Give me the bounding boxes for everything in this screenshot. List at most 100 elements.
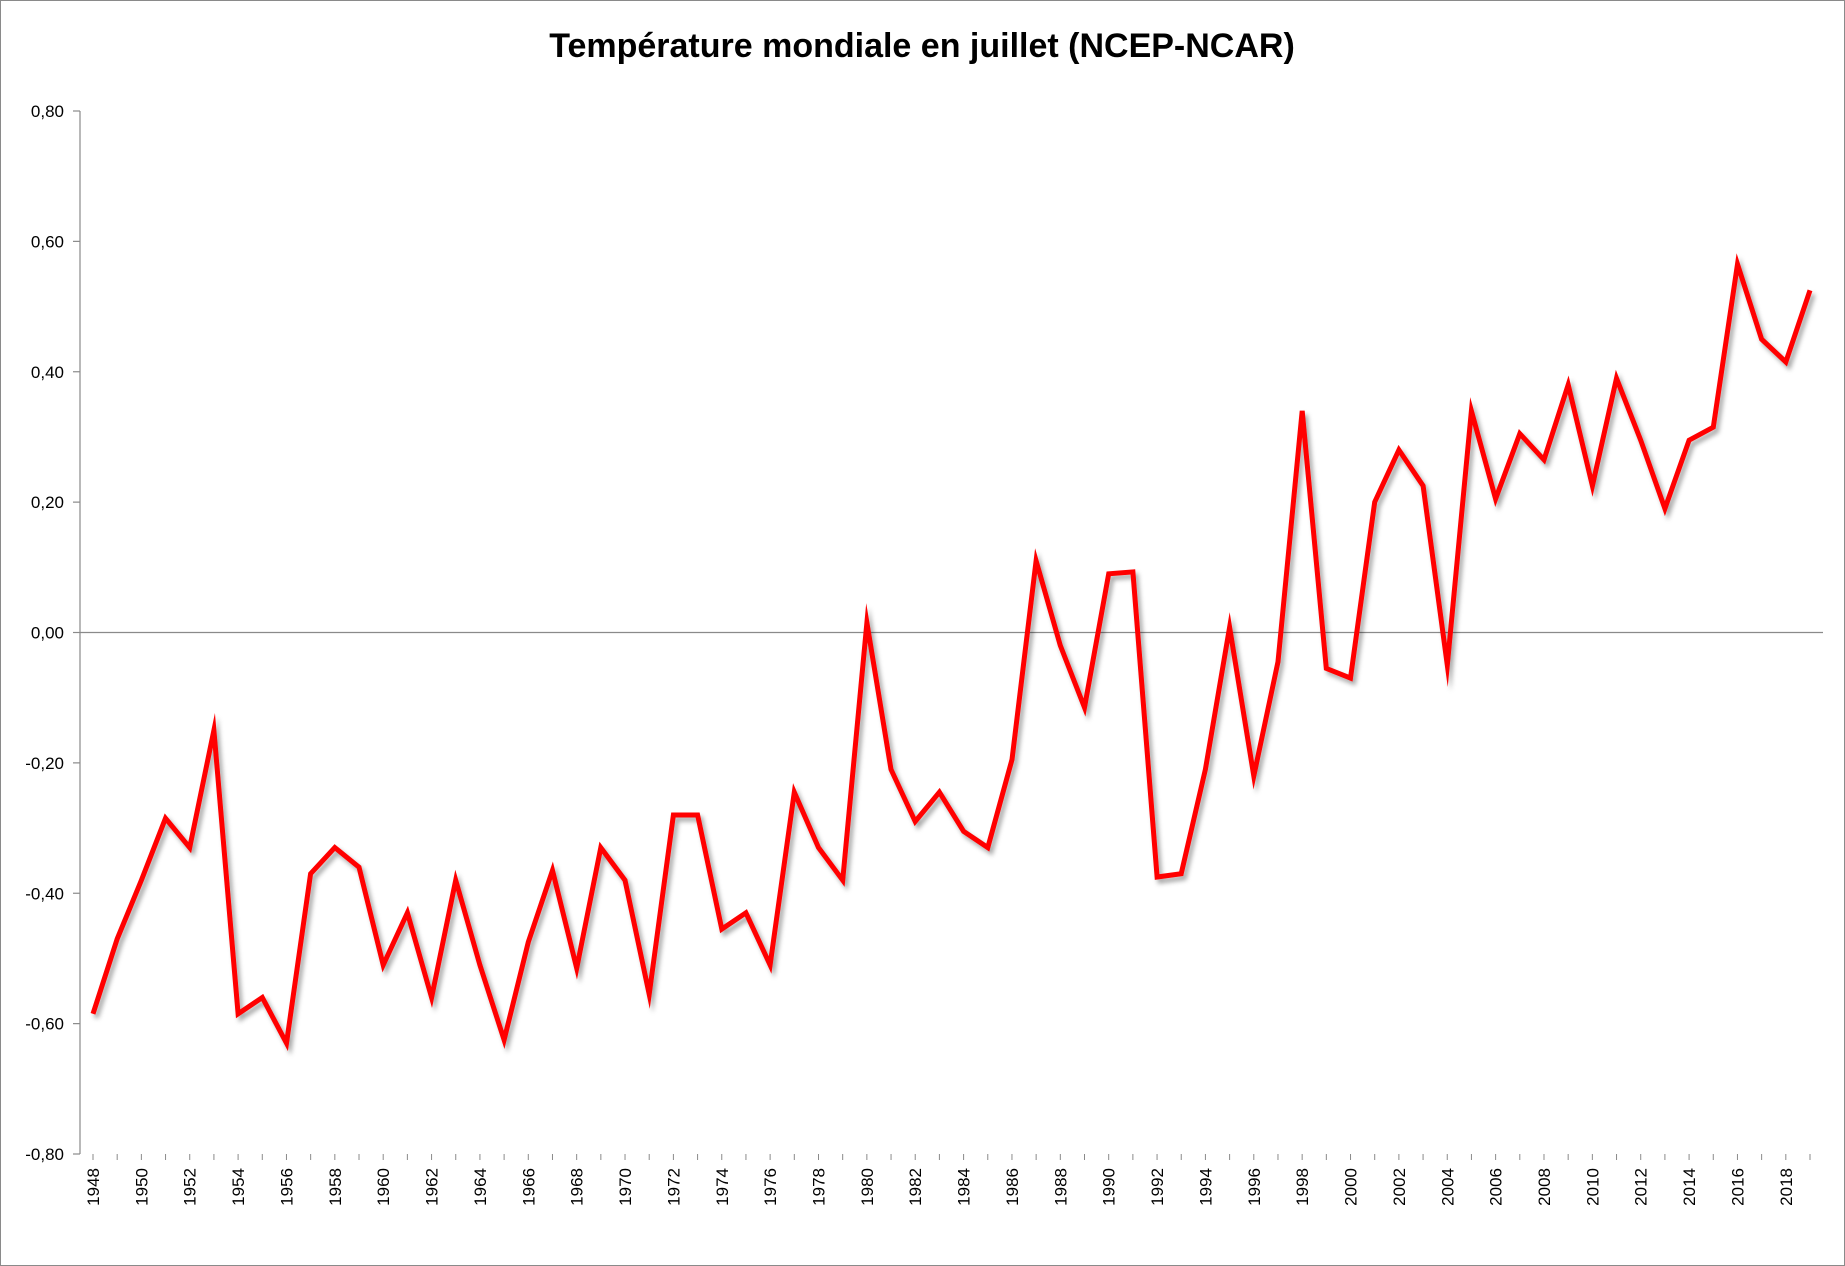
data-point-2013 bbox=[1662, 506, 1668, 512]
y-tick-label: 0,80 bbox=[31, 102, 64, 121]
x-tick-label: 1960 bbox=[374, 1168, 393, 1206]
x-tick-label: 1948 bbox=[84, 1168, 103, 1206]
x-tick-label: 1978 bbox=[809, 1168, 828, 1206]
data-point-2006 bbox=[1493, 496, 1499, 502]
data-point-1948 bbox=[90, 1011, 96, 1017]
data-point-2015 bbox=[1710, 424, 1716, 430]
x-tick-label: 1962 bbox=[423, 1168, 442, 1206]
data-point-2012 bbox=[1638, 437, 1644, 443]
data-point-2010 bbox=[1589, 483, 1595, 489]
y-tick-label: 0,40 bbox=[31, 363, 64, 382]
data-point-1989 bbox=[1082, 705, 1088, 711]
x-tick-label: 1950 bbox=[132, 1168, 151, 1206]
x-tick-label: 2004 bbox=[1438, 1168, 1457, 1206]
x-tick-label: 2006 bbox=[1487, 1168, 1506, 1206]
data-point-1972 bbox=[670, 812, 676, 818]
data-point-1973 bbox=[695, 812, 701, 818]
data-point-1951 bbox=[163, 815, 169, 821]
x-tick-label: 1990 bbox=[1100, 1168, 1119, 1206]
data-point-1962 bbox=[429, 995, 435, 1001]
y-tick-label: -0,60 bbox=[25, 1015, 64, 1034]
data-point-1981 bbox=[888, 766, 894, 772]
x-tick-label: 1974 bbox=[713, 1168, 732, 1206]
y-tick-label: -0,40 bbox=[25, 884, 64, 903]
series-group bbox=[90, 253, 1813, 1052]
data-point-1971 bbox=[646, 991, 652, 997]
x-tick-label: 1968 bbox=[568, 1168, 587, 1206]
data-point-1953 bbox=[211, 727, 217, 733]
x-tick-label: 1988 bbox=[1051, 1168, 1070, 1206]
data-point-1993 bbox=[1178, 871, 1184, 877]
data-point-2016 bbox=[1735, 261, 1741, 267]
data-point-2001 bbox=[1372, 499, 1378, 505]
data-point-1998 bbox=[1299, 408, 1305, 414]
data-point-1976 bbox=[767, 962, 773, 968]
x-tick-label: 1994 bbox=[1196, 1168, 1215, 1206]
data-point-1957 bbox=[308, 871, 314, 877]
data-point-1954 bbox=[235, 1011, 241, 1017]
data-point-1968 bbox=[574, 965, 580, 971]
temperature-series-line bbox=[90, 253, 1813, 1052]
x-tick-label: 1972 bbox=[664, 1168, 683, 1206]
x-tick-label: 1996 bbox=[1245, 1168, 1264, 1206]
data-point-1950 bbox=[138, 877, 144, 883]
x-tick-label: 1952 bbox=[181, 1168, 200, 1206]
data-point-1988 bbox=[1057, 643, 1063, 649]
data-point-1955 bbox=[259, 995, 265, 1001]
x-tick-label: 1954 bbox=[229, 1168, 248, 1206]
data-point-1980 bbox=[864, 620, 870, 626]
data-point-2003 bbox=[1420, 483, 1426, 489]
data-point-1974 bbox=[719, 926, 725, 932]
y-tick-label: 0,60 bbox=[31, 232, 64, 251]
x-tick-label: 1958 bbox=[326, 1168, 345, 1206]
y-tick-label: -0,20 bbox=[25, 754, 64, 773]
data-point-2002 bbox=[1396, 447, 1402, 453]
data-point-2007 bbox=[1517, 431, 1523, 437]
data-point-2009 bbox=[1565, 382, 1571, 388]
data-point-1952 bbox=[187, 845, 193, 851]
data-point-1977 bbox=[791, 789, 797, 795]
x-tick-label: 1984 bbox=[955, 1168, 974, 1206]
data-point-1982 bbox=[912, 819, 918, 825]
x-tick-label: 2000 bbox=[1342, 1168, 1361, 1206]
data-point-1967 bbox=[550, 867, 556, 873]
x-tick-label: 1966 bbox=[519, 1168, 538, 1206]
x-tick-label: 1992 bbox=[1148, 1168, 1167, 1206]
data-point-2017 bbox=[1759, 336, 1765, 342]
x-tick-label: 1986 bbox=[1003, 1168, 1022, 1206]
data-point-1979 bbox=[840, 877, 846, 883]
x-tick-label: 2010 bbox=[1583, 1168, 1602, 1206]
data-point-1963 bbox=[453, 877, 459, 883]
data-point-1996 bbox=[1251, 773, 1257, 779]
x-tick-label: 1976 bbox=[761, 1168, 780, 1206]
y-tick-label: 0,20 bbox=[31, 493, 64, 512]
x-tick-label: 2002 bbox=[1390, 1168, 1409, 1206]
y-tick-label: 0,00 bbox=[31, 624, 64, 643]
x-tick-label: 2018 bbox=[1777, 1168, 1796, 1206]
data-point-1956 bbox=[284, 1040, 290, 1046]
data-point-1984 bbox=[961, 828, 967, 834]
data-point-2018 bbox=[1783, 359, 1789, 365]
data-point-1975 bbox=[743, 910, 749, 916]
x-tick-label: 2014 bbox=[1680, 1168, 1699, 1206]
data-point-1949 bbox=[114, 936, 120, 942]
data-point-1969 bbox=[598, 845, 604, 851]
data-point-1966 bbox=[525, 939, 531, 945]
data-point-1985 bbox=[985, 845, 991, 851]
x-tick-label: 2016 bbox=[1728, 1168, 1747, 1206]
data-point-1997 bbox=[1275, 659, 1281, 665]
data-point-1978 bbox=[816, 845, 822, 851]
x-tick-label: 2008 bbox=[1535, 1168, 1554, 1206]
data-point-2011 bbox=[1614, 375, 1620, 381]
data-point-1992 bbox=[1154, 874, 1160, 880]
x-tick-label: 1956 bbox=[277, 1168, 296, 1206]
chart-title: Température mondiale en juillet (NCEP-NC… bbox=[549, 27, 1295, 65]
data-point-2019 bbox=[1807, 287, 1813, 293]
x-tick-label: 1998 bbox=[1293, 1168, 1312, 1206]
data-point-1965 bbox=[501, 1037, 507, 1043]
x-tick-label: 1970 bbox=[616, 1168, 635, 1206]
data-point-1958 bbox=[332, 845, 338, 851]
data-point-2005 bbox=[1468, 408, 1474, 414]
data-point-1960 bbox=[380, 962, 386, 968]
